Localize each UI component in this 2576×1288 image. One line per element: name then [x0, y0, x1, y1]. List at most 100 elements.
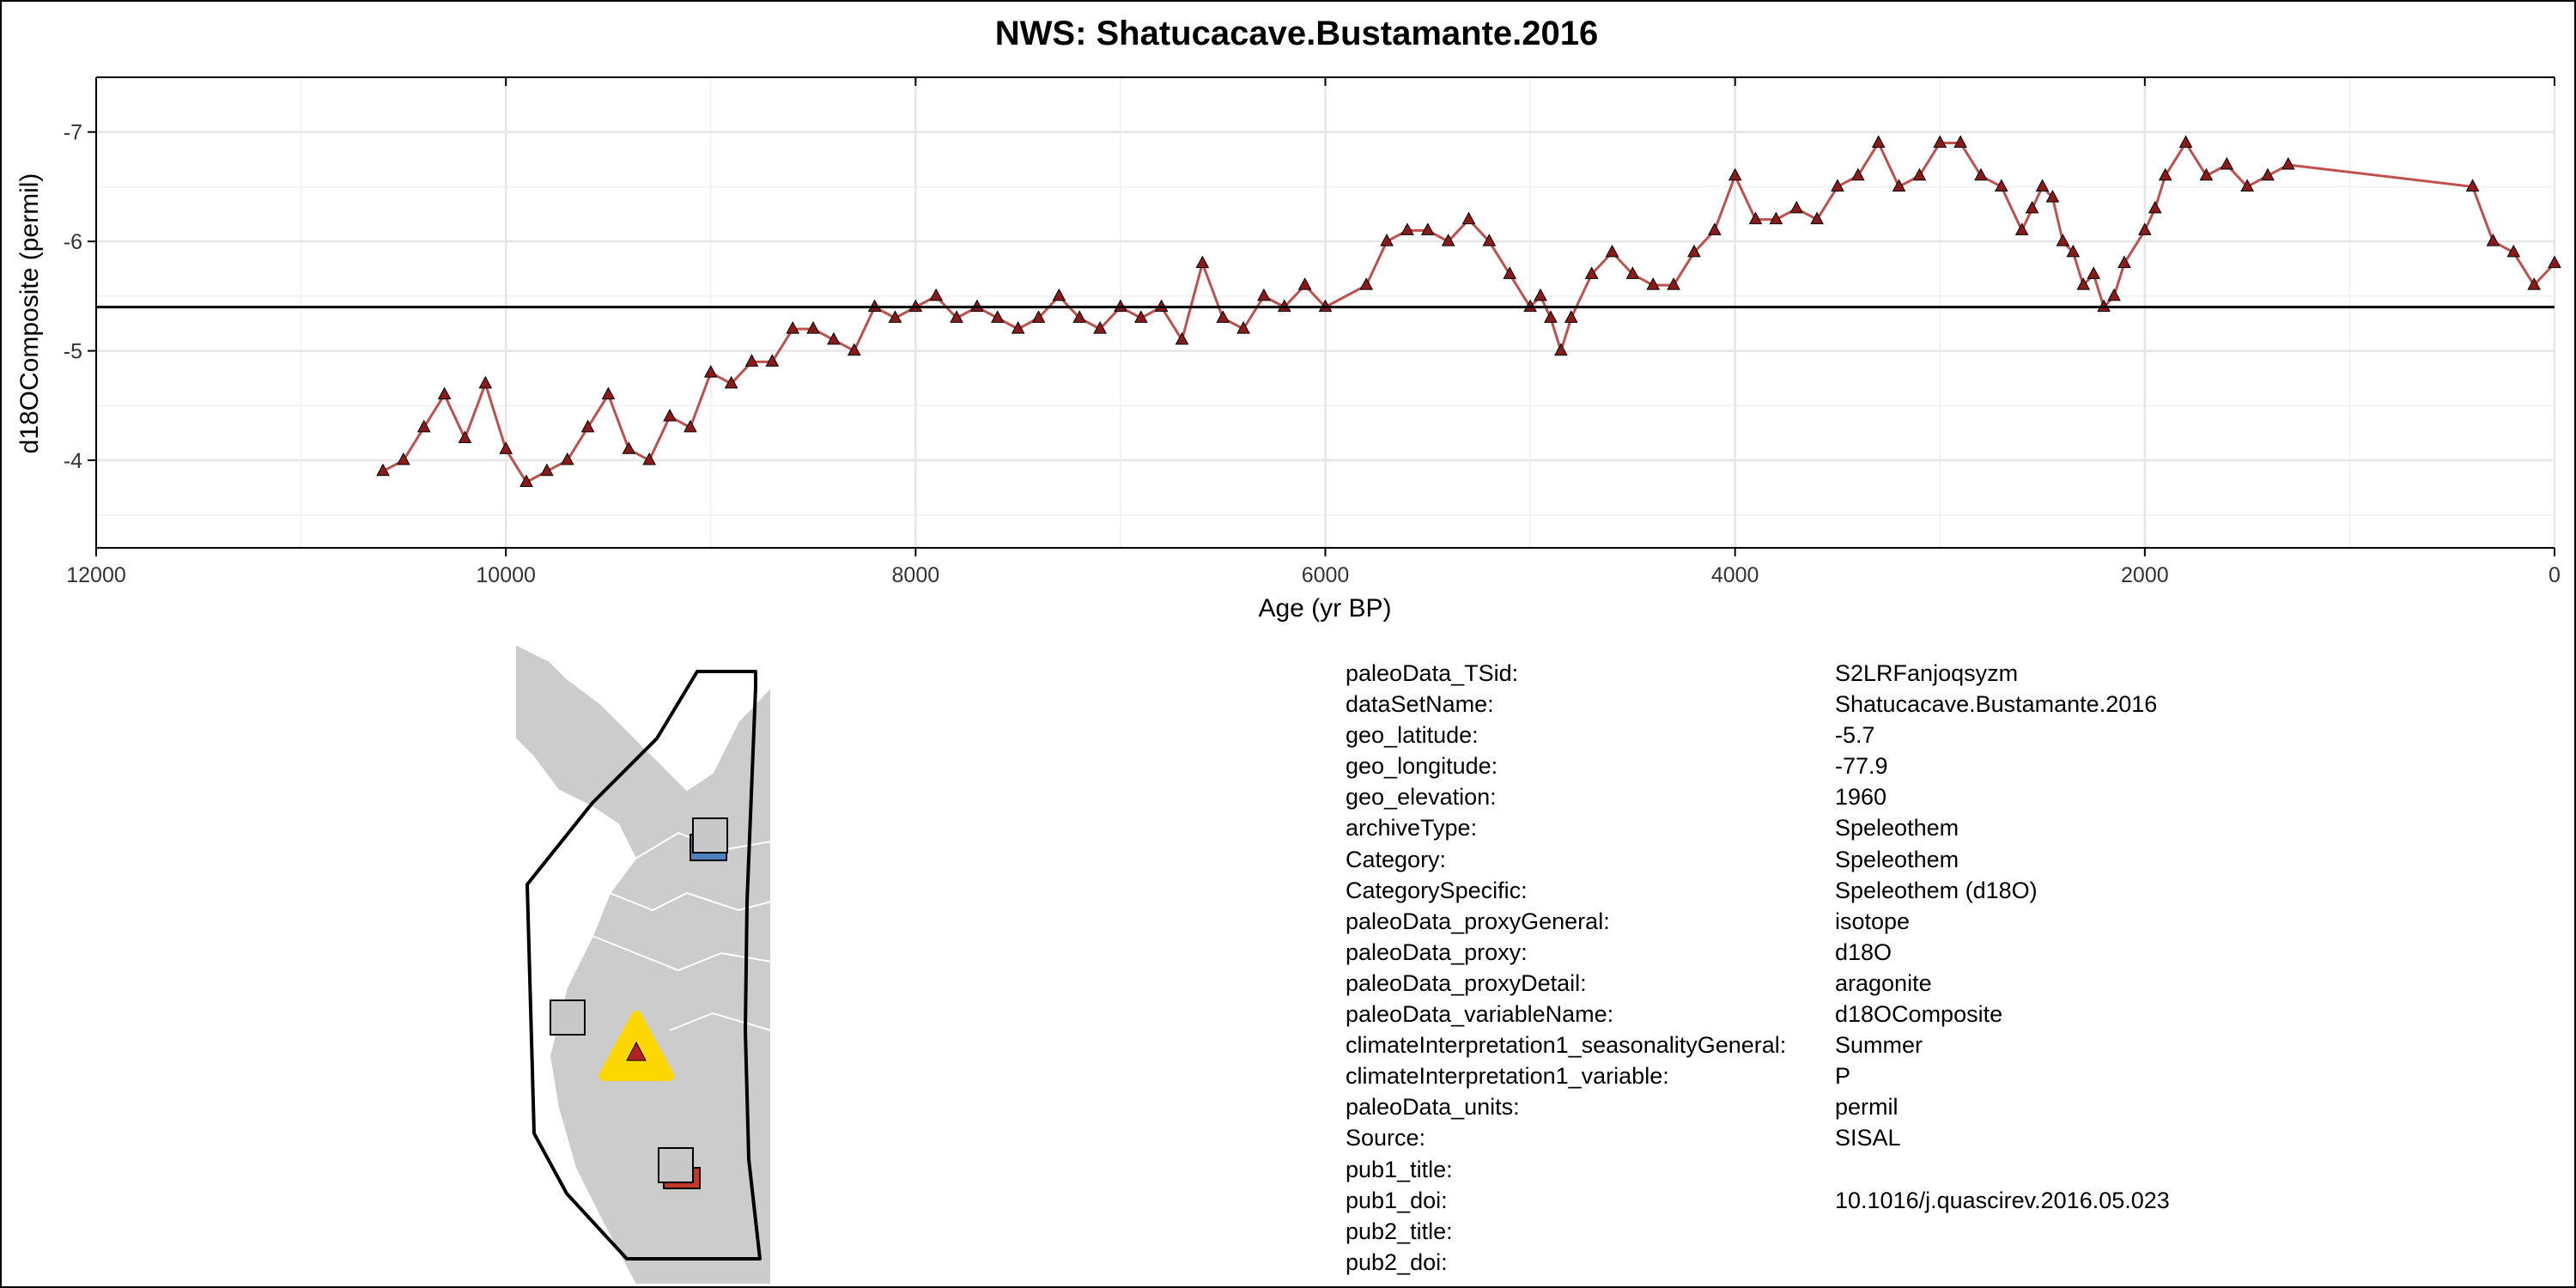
data-point — [1667, 277, 1680, 290]
metadata-key: geo_latitude: — [1346, 722, 1479, 749]
data-point — [376, 463, 390, 477]
metadata-key: Source: — [1346, 1125, 1426, 1151]
metadata-value: S2LRFanjoqsyzm — [1835, 660, 2019, 686]
y-axis-title: d18OComposite (permil) — [15, 173, 44, 454]
data-point — [2527, 277, 2541, 290]
land-mass — [514, 642, 772, 1285]
data-point — [1933, 135, 1947, 148]
metadata-table: paleoData_TSid: S2LRFanjoqsyzm dataSetName… — [1346, 658, 2170, 1278]
metadata-row: archiveType: Speleothem — [1346, 812, 2170, 843]
data-point — [1093, 321, 1107, 334]
metadata-row: climateInterpretation1_variable: P — [1346, 1060, 2170, 1091]
data-point — [1195, 255, 1210, 269]
metadata-key: climateInterpretation1_seasonalityGenera… — [1346, 1032, 1787, 1059]
metadata-row: pub1_title: — [1346, 1154, 2170, 1185]
data-point — [2107, 288, 2121, 301]
data-point — [1892, 179, 1906, 191]
data-point — [1707, 222, 1722, 235]
data-point — [580, 419, 595, 433]
country-border — [669, 1012, 772, 1031]
metadata-key: archiveType: — [1346, 815, 1478, 841]
x-tick-label: 6000 — [1302, 563, 1350, 587]
data-point — [1687, 244, 1701, 258]
data-point — [1584, 266, 1599, 279]
metadata-value: P — [1835, 1063, 1851, 1090]
metadata-value: aragonite — [1835, 969, 1932, 996]
data-point — [888, 310, 902, 323]
data-point — [1769, 211, 1783, 225]
metadata-key: geo_longitude: — [1346, 753, 1498, 780]
data-point — [1072, 310, 1087, 323]
metadata-value: d18OComposite — [1835, 1001, 2003, 1028]
data-point — [1810, 211, 1824, 225]
data-point — [929, 288, 944, 301]
metadata-row: paleoData_units: permil — [1346, 1091, 2170, 1122]
data-point — [437, 386, 452, 400]
data-point — [1011, 321, 1025, 334]
data-point — [2261, 167, 2275, 181]
data-point — [744, 354, 759, 367]
metadata-value: 10.1016/j.quascirev.2016.05.023 — [1835, 1187, 2170, 1213]
data-point — [950, 310, 963, 323]
metadata-row: pub2_doi: — [1346, 1247, 2170, 1278]
metadata-key: CategorySpecific: — [1346, 877, 1528, 903]
metadata-key: paleoData_proxyGeneral: — [1346, 908, 1610, 934]
data-point — [458, 430, 472, 444]
metadata-value: -5.7 — [1835, 722, 1875, 749]
metadata-key: paleoData_proxyDetail: — [1346, 969, 1587, 996]
metadata-value: SISAL — [1835, 1125, 1901, 1151]
metadata-row: Source: SISAL — [1346, 1122, 2170, 1153]
data-point — [806, 321, 820, 334]
data-point — [2548, 255, 2561, 269]
metadata-value: 1960 — [1835, 784, 1887, 811]
data-point — [1297, 277, 1312, 290]
data-point — [2137, 222, 2152, 235]
metadata-row: pub1_doi: 10.1016/j.quascirev.2016.05.023 — [1346, 1185, 2170, 1216]
data-point — [560, 452, 574, 465]
data-point — [1912, 167, 1927, 181]
y-tick-label: -6 — [64, 230, 82, 254]
data-point — [1564, 310, 1578, 323]
data-point — [1554, 343, 1568, 356]
site-marker-square — [692, 817, 728, 854]
metadata-row: paleoData_proxyGeneral: isotope — [1346, 906, 2170, 937]
data-point — [1052, 288, 1066, 301]
data-point — [1420, 222, 1435, 235]
data-point — [1534, 288, 1547, 301]
metadata-value: -77.9 — [1835, 753, 1888, 780]
metadata-row: pub2_title: — [1346, 1216, 2170, 1247]
data-point — [1748, 211, 1763, 225]
metadata-key: pub2_doi: — [1346, 1249, 1448, 1275]
data-point — [2148, 200, 2162, 214]
metadata-key: dataSetName: — [1346, 691, 1494, 718]
data-point — [2056, 234, 2070, 246]
metadata-row: geo_elevation: 1960 — [1346, 781, 2170, 812]
data-point — [478, 375, 493, 389]
data-point — [2087, 266, 2101, 279]
data-point — [2035, 179, 2050, 191]
data-point — [786, 321, 800, 334]
metadata-key: climateInterpretation1_variable: — [1346, 1063, 1669, 1090]
data-point — [1605, 244, 1619, 258]
data-point — [2486, 234, 2500, 246]
data-point — [1359, 277, 1374, 290]
data-point — [1257, 288, 1271, 301]
metadata-row: dataSetName: Shatucacave.Bustamante.2016 — [1346, 689, 2170, 720]
data-point — [1441, 234, 1455, 246]
data-point — [1400, 222, 1414, 235]
data-point — [499, 441, 513, 454]
metadata-row: CategorySpecific: Speleothem (d18O) — [1346, 875, 2170, 906]
data-point — [1544, 310, 1558, 323]
data-point — [2076, 277, 2091, 290]
metadata-row: climateInterpretation1_seasonalityGenera… — [1346, 1030, 2170, 1060]
metadata-key: pub2_title: — [1346, 1218, 1453, 1244]
country-border — [592, 935, 772, 972]
metadata-value: Speleothem — [1835, 815, 1959, 841]
metadata-key: paleoData_proxy: — [1346, 939, 1528, 965]
metadata-value: d18O — [1835, 939, 1893, 965]
data-point — [1728, 167, 1742, 181]
data-point — [1974, 167, 1988, 181]
data-point — [2281, 156, 2295, 170]
